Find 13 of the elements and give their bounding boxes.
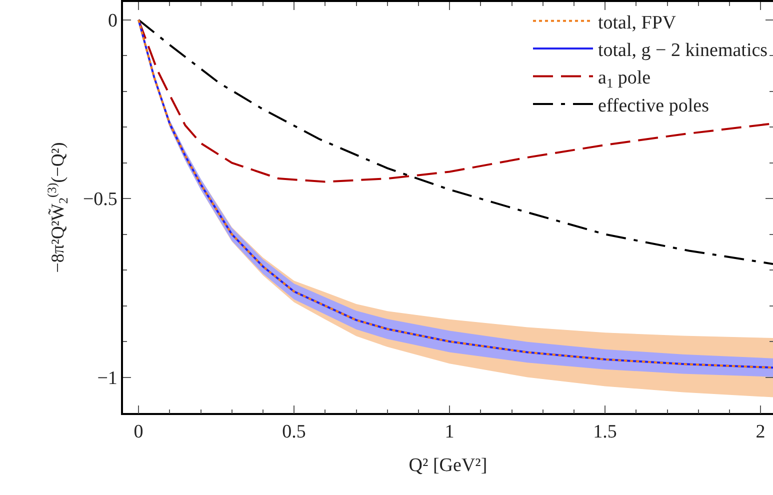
x-axis-title: Q² [GeV²] — [408, 454, 488, 476]
x-tick-label: 1.5 — [593, 422, 617, 443]
legend-label: total, g − 2 kinematics — [598, 40, 768, 61]
x-tick-label: 0 — [134, 422, 144, 443]
x-tick-label: 2 — [756, 422, 766, 443]
x-tick-label: 0.5 — [282, 422, 306, 443]
legend-label: total, FPV — [598, 12, 676, 34]
legend-label: effective poles — [598, 95, 709, 116]
y-tick-label: −1 — [97, 368, 118, 389]
x-tick-label: 1 — [444, 422, 454, 443]
y-tick-label: −0.5 — [82, 189, 118, 210]
y-tick-label: 0 — [108, 10, 118, 32]
legend-label: a$_{1}$ pole — [598, 68, 651, 91]
